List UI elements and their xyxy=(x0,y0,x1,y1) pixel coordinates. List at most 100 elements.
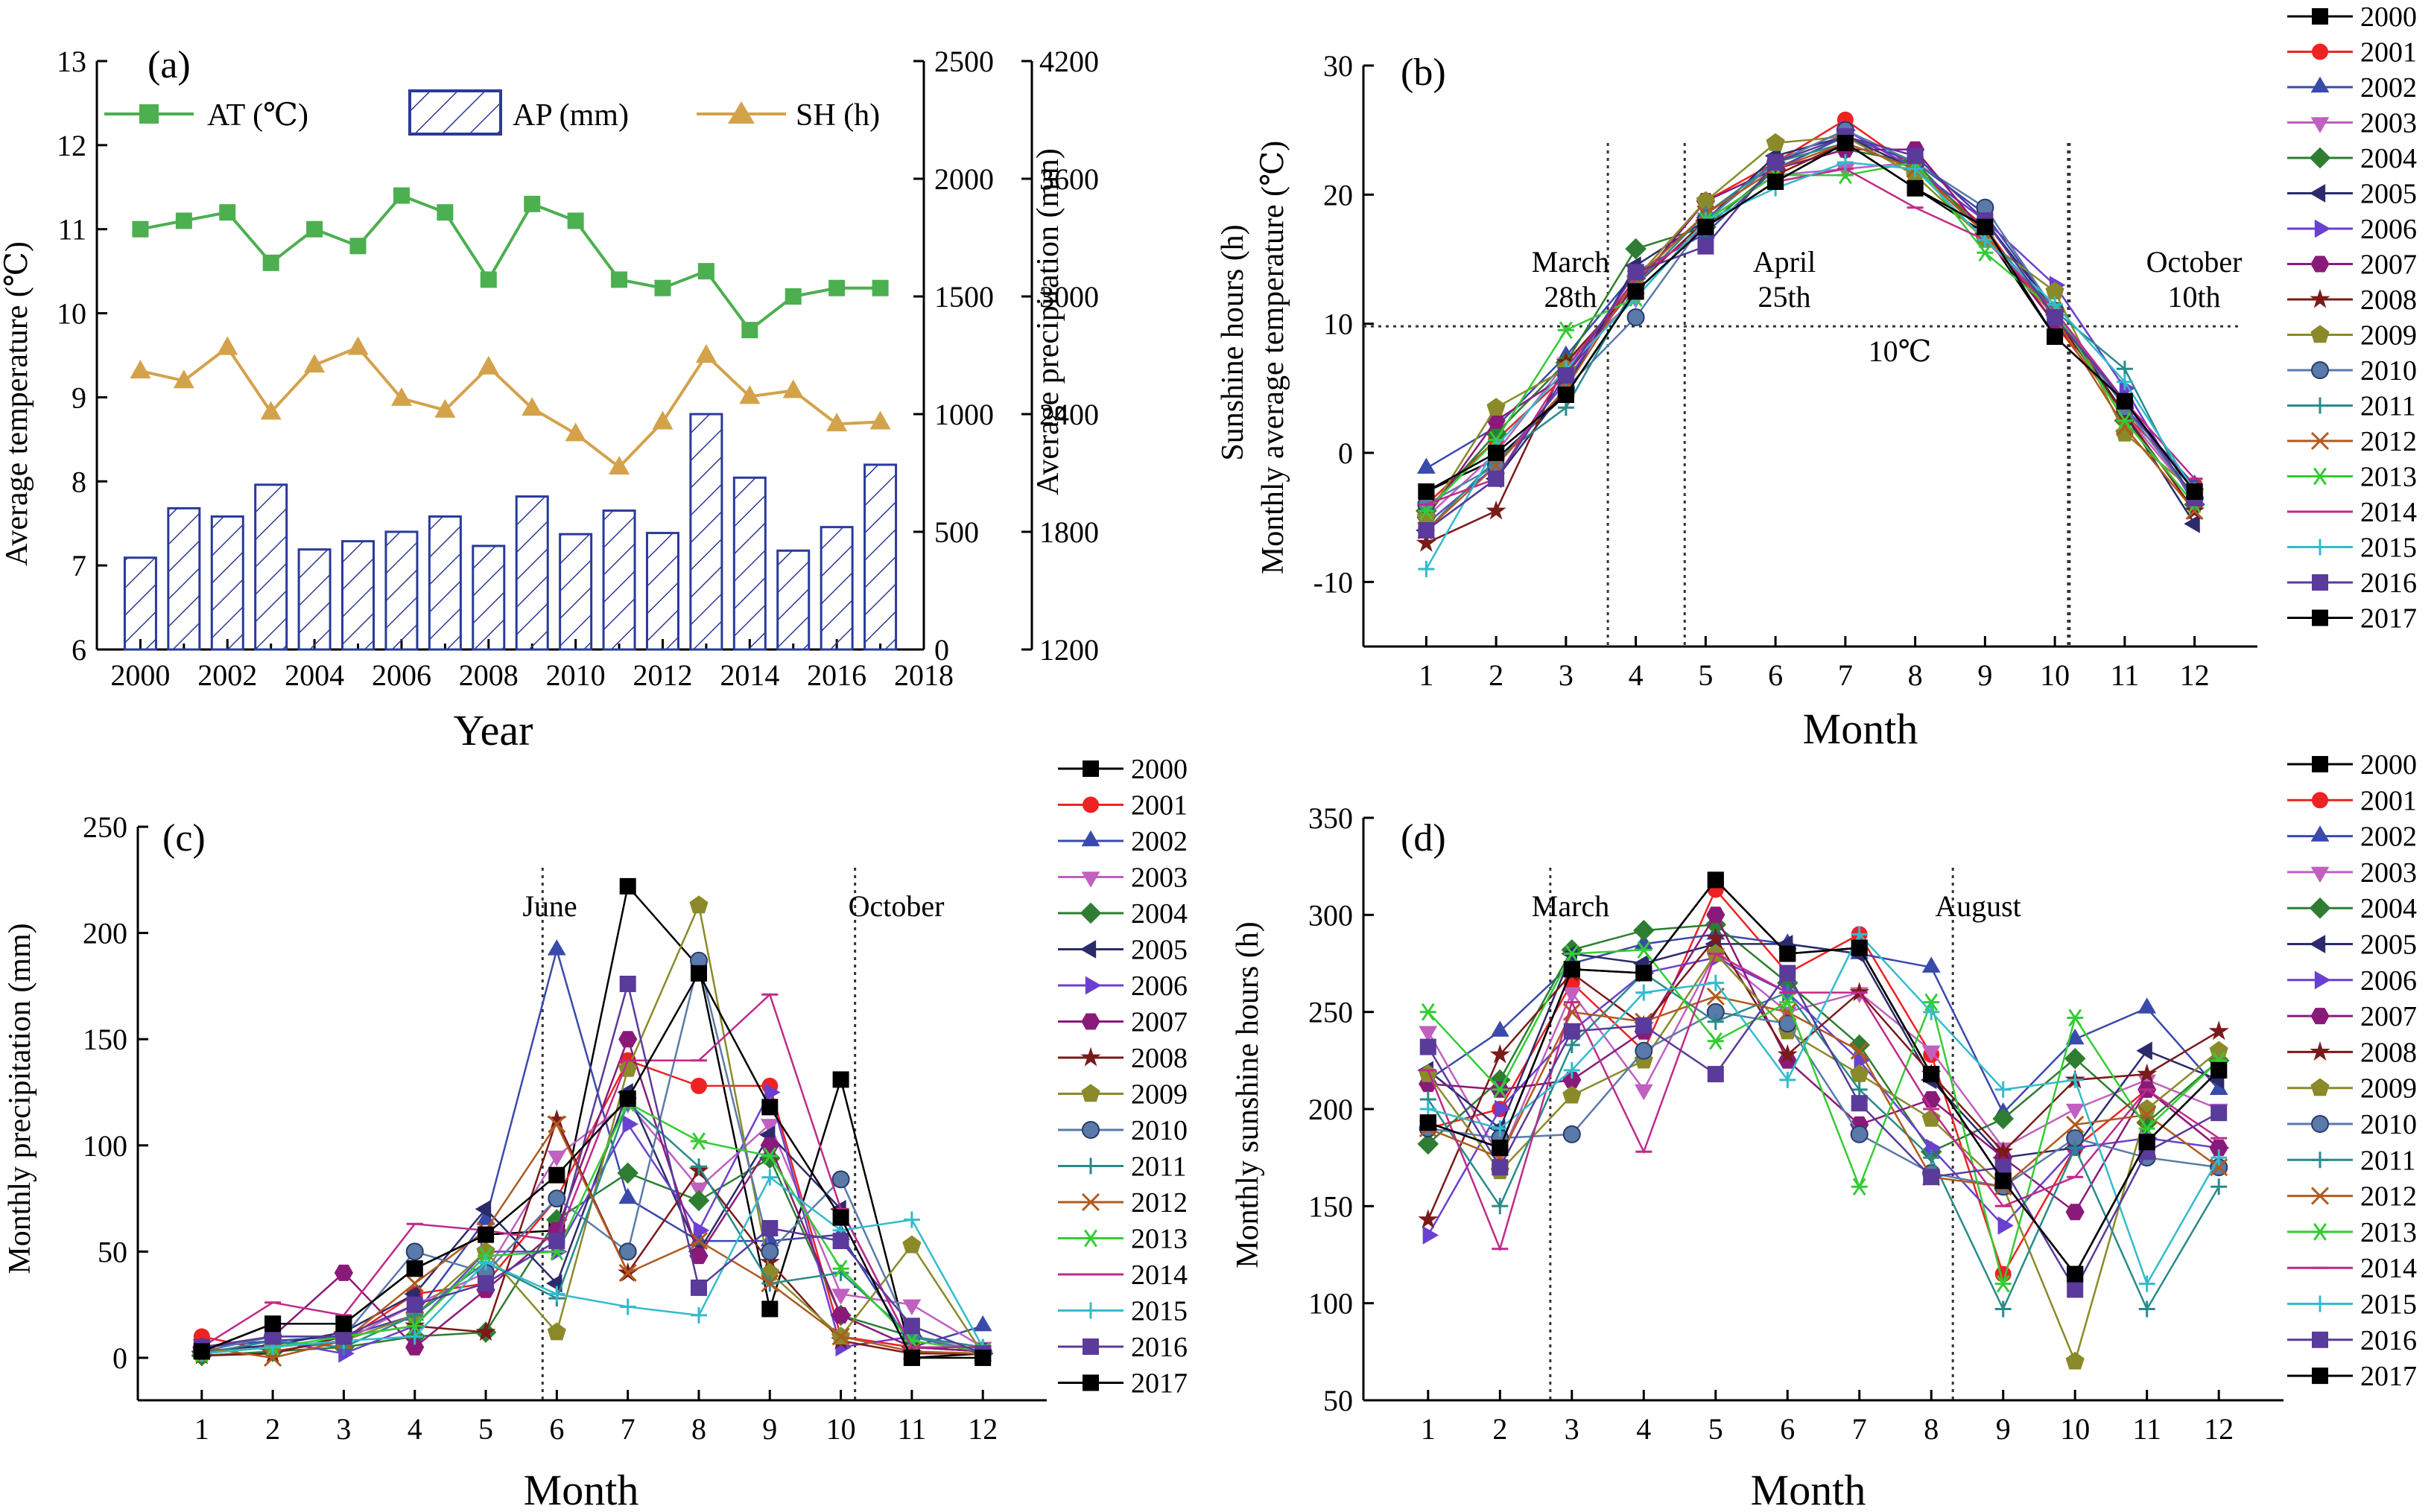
ap-bar xyxy=(515,495,549,651)
pa-ytick-label: 10 xyxy=(57,297,86,331)
pc-legend-label: 2007 xyxy=(1131,1007,1188,1038)
pd-series-2013-point xyxy=(1635,941,1652,959)
pd-series-2002-point xyxy=(2137,997,2157,1014)
pc-legend-marker xyxy=(1085,976,1102,995)
sh-point xyxy=(695,344,717,363)
pc-series-2015-point xyxy=(761,1169,779,1186)
pd-ytick-label: 50 xyxy=(1323,1384,1353,1417)
pd-legend-label: 2013 xyxy=(2360,1217,2417,1248)
pb-series-2012-line xyxy=(1425,142,2196,531)
pc-series-2008-point xyxy=(546,1109,567,1129)
pb-series-2017-point xyxy=(2047,328,2064,345)
pb-series-2017-point xyxy=(1697,218,1714,235)
pb-series-2017-point xyxy=(2116,393,2133,410)
pb-xtick-label: 10 xyxy=(2040,658,2070,692)
pb-series-2009-point xyxy=(2045,282,2064,299)
pc-annot-october: October xyxy=(849,889,945,923)
pb-ytick-label: 10 xyxy=(1323,308,1353,341)
pd-series-2007-point xyxy=(1562,1071,1582,1088)
pb-series-2016-point xyxy=(1488,470,1505,487)
pd-legend-label: 2014 xyxy=(2360,1253,2417,1284)
pb-legend-label: 2004 xyxy=(2360,143,2417,174)
pd-series-2015-point xyxy=(1492,1120,1509,1137)
pb-xtick-label: 6 xyxy=(1768,658,1783,692)
pc-series-2015-point xyxy=(691,1306,707,1324)
panel-c-lines xyxy=(191,877,994,1368)
pd-series-2011-point xyxy=(2210,1178,2228,1195)
pd-series-2007-point xyxy=(1921,1091,1941,1108)
pd-ytick-label: 350 xyxy=(1308,801,1353,835)
panel-b-xlabel: Month xyxy=(1803,705,1918,753)
pc-ytick-label: 50 xyxy=(98,1235,127,1268)
pc-legend-label: 2008 xyxy=(1131,1043,1188,1074)
pc-legend-label: 2012 xyxy=(1131,1187,1188,1219)
panel-a-ylabel-right: Average precipitation (mm) xyxy=(1031,148,1065,495)
pb-series-2015-point xyxy=(2116,373,2133,390)
pd-series-2006-point xyxy=(1495,1099,1511,1119)
pc-series-2002-point xyxy=(476,1209,495,1225)
pa-ytick-r-label: 0 xyxy=(934,633,949,667)
pd-series-2009-point xyxy=(2137,1099,2157,1117)
pc-series-2004-point xyxy=(546,1209,568,1230)
pc-series-2000-point xyxy=(832,1071,849,1088)
legend-ap-swatch xyxy=(408,89,502,136)
pd-series-2017-point xyxy=(1923,1066,1940,1083)
pd-series-2001-point xyxy=(1994,1265,2012,1283)
panel-b-ylabel-1: Sunshine hours (h) xyxy=(1216,224,1250,460)
sh-point xyxy=(652,410,674,430)
pd-series-2013-point xyxy=(1994,1274,2012,1293)
pb-legend-marker xyxy=(2310,76,2330,93)
pb-xtick-label: 1 xyxy=(1419,658,1433,692)
pd-series-2008-point xyxy=(1777,1044,1798,1064)
pb-series-2017-point xyxy=(1418,483,1435,500)
pc-series-2016-point xyxy=(478,1275,494,1292)
pd-series-2010-point xyxy=(1850,1125,1869,1143)
pc-series-2017-point xyxy=(548,1166,565,1184)
pd-series-2011-point xyxy=(1492,1198,1509,1215)
pc-series-2008-point xyxy=(475,1321,496,1341)
pd-series-2007-point xyxy=(2065,1204,2085,1221)
sh-point xyxy=(304,354,326,373)
pd-series-2010-line xyxy=(1427,1011,2219,1188)
pb-series-2008-point xyxy=(1486,500,1506,520)
at-point xyxy=(654,279,671,296)
pd-ytick-label: 250 xyxy=(1308,996,1353,1029)
pb-series-2015-point xyxy=(1836,154,1854,171)
pd-legend-marker xyxy=(2309,897,2331,919)
pd-legend-label: 2001 xyxy=(2360,785,2417,816)
at-point xyxy=(697,263,714,280)
panel-a-ylabel-left: Average temperature (℃) xyxy=(0,241,34,566)
pd-legend-marker xyxy=(2312,1223,2328,1241)
pd-series-2009-line xyxy=(1427,952,2219,1365)
pd-series-2012-line xyxy=(1427,995,2219,1188)
pd-legend-label: 2012 xyxy=(2360,1181,2417,1213)
pc-series-2017-point xyxy=(264,1315,282,1332)
pc-ytick-label: 100 xyxy=(83,1129,127,1163)
pb-legend-marker xyxy=(2312,397,2328,414)
pd-legend-marker xyxy=(2312,1331,2328,1348)
pc-xtick-label: 8 xyxy=(691,1412,706,1446)
pd-legend-marker xyxy=(2310,825,2330,842)
pd-legend-marker xyxy=(2312,1152,2328,1169)
pc-series-2015-line xyxy=(201,1175,984,1355)
pc-series-2002-point xyxy=(760,1230,779,1247)
pd-series-2011-point xyxy=(2138,1300,2155,1318)
pc-legend-label: 2009 xyxy=(1131,1079,1188,1111)
ap-bar xyxy=(384,530,419,651)
pb-series-2015-point xyxy=(1418,561,1435,577)
sh-point xyxy=(739,385,761,404)
panel-d-lines xyxy=(1417,871,2230,1370)
pa-xtick-label: 2006 xyxy=(372,658,431,692)
at-point xyxy=(175,212,192,229)
pc-series-2009-point xyxy=(689,895,709,914)
pc-series-2016-point xyxy=(619,976,636,992)
pb-series-2017-point xyxy=(1557,387,1574,403)
pd-xtick-label: 9 xyxy=(1996,1412,2011,1446)
pd-series-2017-point xyxy=(2138,1134,2155,1151)
pb-legend-marker xyxy=(2310,431,2330,451)
panel-a-lines xyxy=(130,187,891,475)
pd-series-2013-point xyxy=(1492,1081,1509,1099)
pa-ytick-o-label: 1200 xyxy=(1039,633,1099,667)
pd-xtick-label: 8 xyxy=(1924,1412,1939,1446)
ap-bar xyxy=(123,556,157,651)
